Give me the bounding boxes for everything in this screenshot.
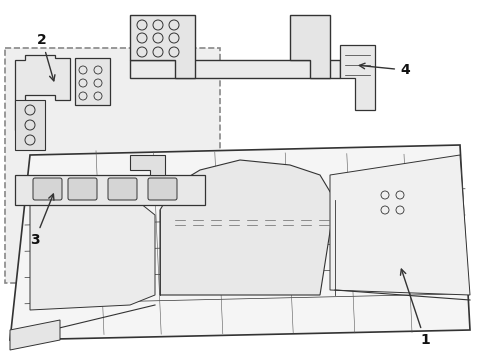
Polygon shape [340, 45, 375, 110]
Polygon shape [330, 155, 470, 295]
Polygon shape [160, 160, 335, 295]
Polygon shape [15, 100, 45, 150]
Text: 1: 1 [400, 269, 430, 347]
FancyBboxPatch shape [148, 178, 177, 200]
Polygon shape [15, 175, 205, 205]
Polygon shape [75, 58, 110, 105]
Polygon shape [15, 55, 70, 130]
Text: 4: 4 [359, 63, 410, 77]
Polygon shape [130, 15, 195, 78]
Polygon shape [10, 145, 470, 340]
FancyBboxPatch shape [33, 178, 62, 200]
Polygon shape [290, 15, 330, 78]
Polygon shape [130, 60, 340, 78]
Text: 2: 2 [37, 33, 55, 81]
Polygon shape [30, 195, 155, 310]
Polygon shape [10, 320, 60, 350]
FancyBboxPatch shape [68, 178, 97, 200]
FancyBboxPatch shape [108, 178, 137, 200]
Text: 3: 3 [30, 194, 54, 247]
Polygon shape [130, 155, 165, 175]
FancyBboxPatch shape [5, 48, 220, 283]
